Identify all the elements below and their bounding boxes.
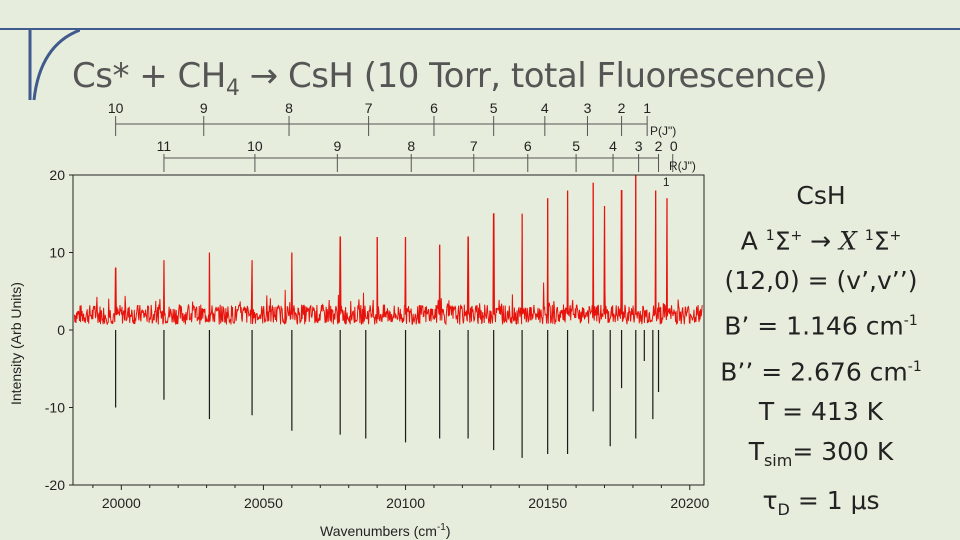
r-branch-label: 0 [670,138,678,154]
p-branch-label: 7 [365,100,373,116]
r-branch-label: 1 [663,175,670,189]
p-branch-label: 9 [200,100,208,116]
r-branch-name: R(J") [669,159,696,173]
r-branch-label: 2 [655,138,663,154]
b-lower-label: B’’ = 2.676 cm-1 [720,356,922,386]
y-tick-label: 0 [57,322,65,338]
transition-label: A 1Σ+ → X 1Σ+ [740,226,902,256]
y-tick-label: 20 [49,167,65,183]
molecule-label: CsH [796,181,846,210]
p-branch-label: 4 [541,100,549,116]
header-rule [0,28,960,30]
p-branch-label: 8 [285,100,293,116]
x-tick-label: 20200 [670,495,709,511]
x-tick-label: 20150 [528,495,567,511]
band-label: (12,0) = (v’,v’’) [724,266,918,296]
p-branch-label: 5 [490,100,498,116]
y-tick-label: -10 [45,400,65,416]
y-axis-label: Intensity (Arb Units) [8,282,24,405]
y-tick-label: -20 [45,477,65,493]
corner-swoosh [28,28,80,101]
plot-data [73,174,703,458]
r-branch-label: 7 [470,138,478,154]
x-tick-label: 20050 [244,495,283,511]
r-branch-label: 4 [609,138,617,154]
r-branch-label: 9 [333,138,341,154]
decay-time-label: τD = 1 μs [762,485,880,519]
sim-temperature-label: Tsim= 300 K [748,436,894,470]
r-branch-label: 5 [572,138,580,154]
p-branch-label: 3 [584,100,592,116]
r-branch-label: 10 [247,138,263,154]
p-branch-label: 10 [108,100,124,116]
assignment-ladders: 10 9 8 7 6 5 4 3 2 1P(J")11 10 9 8 7 6 5 4 3 2 01R(J") [108,100,696,189]
experimental-trace [73,174,703,326]
slide-title: Cs* + CH4 → CsH (10 Torr, total Fluoresc… [72,56,828,101]
x-tick-label: 20100 [386,495,425,511]
parameter-panel: CsH A 1Σ+ → X 1Σ+ (12,0) = (v’,v’’) B’ =… [706,176,936,530]
p-branch-label: 6 [430,100,438,116]
r-branch-label: 8 [407,138,415,154]
p-branch-label: 1 [643,100,651,116]
r-branch-label: 6 [524,138,532,154]
r-branch-label: 11 [157,138,172,154]
b-upper-label: B’ = 1.146 cm-1 [724,311,918,341]
temperature-label: T = 413 K [758,396,884,426]
y-tick-label: 10 [49,245,65,261]
p-branch-name: P(J") [650,124,676,138]
x-tick-label: 20000 [102,495,141,511]
plot-frame [72,174,705,486]
x-axis-label: Wavenumbers (cm-1) [320,522,451,539]
p-branch-label: 2 [618,100,626,116]
r-branch-label: 3 [635,138,643,154]
